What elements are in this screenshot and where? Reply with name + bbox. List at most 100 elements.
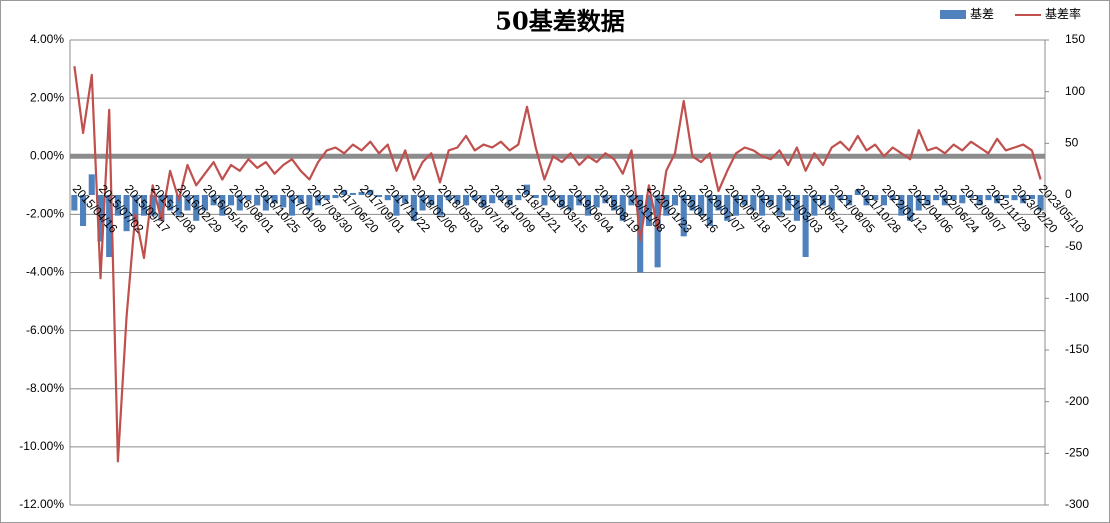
bar <box>515 195 522 201</box>
bar <box>410 195 417 221</box>
legend-swatch <box>940 10 966 19</box>
bar <box>297 195 304 204</box>
bar <box>375 195 383 198</box>
bar <box>750 195 757 211</box>
bar <box>759 195 766 216</box>
bar <box>341 189 348 195</box>
bar <box>828 195 835 211</box>
bar <box>767 195 774 206</box>
bar <box>471 195 478 201</box>
bar <box>654 195 661 268</box>
bar <box>706 195 713 226</box>
bar <box>288 195 296 216</box>
bar <box>489 195 496 204</box>
bar <box>367 189 374 195</box>
bar <box>698 195 705 216</box>
bar <box>619 195 626 221</box>
bar <box>967 195 975 199</box>
bar <box>175 195 182 216</box>
bar <box>872 195 879 201</box>
bar <box>602 195 609 204</box>
bar <box>71 195 78 211</box>
bar <box>271 195 278 204</box>
y2-tick-label: -200 <box>1065 394 1089 408</box>
y2-tick-label: -100 <box>1065 291 1089 305</box>
bar <box>332 195 339 199</box>
bar <box>863 195 870 206</box>
y-tick-label: -2.00% <box>26 207 64 221</box>
bar <box>1037 195 1044 211</box>
y2-tick-label: -250 <box>1065 446 1089 460</box>
bar <box>994 195 1001 204</box>
bar <box>236 195 243 211</box>
y2-tick-label: -50 <box>1065 239 1083 253</box>
bar <box>1002 195 1009 199</box>
legend-label: 基差 <box>970 7 994 21</box>
bar <box>436 195 444 216</box>
bar <box>785 195 792 211</box>
y-tick-label: 0.00% <box>30 148 64 162</box>
y-tick-label: -12.00% <box>19 497 64 511</box>
bar <box>776 195 783 216</box>
bar <box>680 195 687 237</box>
bar <box>245 195 252 201</box>
y-tick-label: -8.00% <box>26 381 64 395</box>
bar <box>880 195 887 206</box>
y-tick-label: -6.00% <box>26 323 64 337</box>
bar <box>584 195 592 216</box>
bar <box>550 195 557 201</box>
bar <box>384 195 391 201</box>
bar <box>349 192 356 195</box>
bar <box>1011 195 1018 201</box>
chart-title: 50基差数据 <box>495 7 624 36</box>
bar <box>715 195 722 211</box>
bar <box>959 195 966 204</box>
bar <box>846 195 853 206</box>
bar <box>924 195 931 206</box>
bar <box>811 195 818 216</box>
bar <box>402 195 409 204</box>
bar <box>950 195 957 201</box>
bar <box>889 195 896 201</box>
bar <box>541 195 548 206</box>
y2-tick-label: 150 <box>1065 32 1085 46</box>
bar <box>1020 195 1027 204</box>
bar <box>315 195 322 206</box>
y2-tick-label: -300 <box>1065 497 1089 511</box>
bar <box>576 195 583 206</box>
bar <box>358 191 365 195</box>
bar <box>88 174 95 195</box>
bar <box>506 195 513 206</box>
bar <box>254 195 261 206</box>
bar <box>280 195 287 208</box>
bar <box>262 195 269 211</box>
bar <box>463 195 470 206</box>
bar <box>97 195 104 242</box>
bar <box>140 195 148 216</box>
bar <box>158 195 165 221</box>
bar <box>167 195 174 211</box>
bar <box>228 195 235 206</box>
bar <box>201 195 208 211</box>
bar <box>132 195 139 221</box>
bar <box>184 195 191 211</box>
bar <box>532 195 539 199</box>
bar <box>114 195 121 216</box>
y2-tick-label: 50 <box>1065 136 1079 150</box>
bar <box>898 195 905 216</box>
bar <box>523 184 531 195</box>
bar <box>306 195 313 211</box>
bar <box>689 195 696 211</box>
bar <box>611 195 618 211</box>
bar <box>323 195 330 201</box>
bar <box>480 195 487 208</box>
bar <box>593 195 600 208</box>
bar <box>445 195 452 201</box>
bar <box>907 195 914 221</box>
bar <box>219 195 226 216</box>
bar <box>558 195 565 208</box>
bar <box>663 195 670 216</box>
bar <box>419 195 426 211</box>
bar <box>210 195 217 206</box>
